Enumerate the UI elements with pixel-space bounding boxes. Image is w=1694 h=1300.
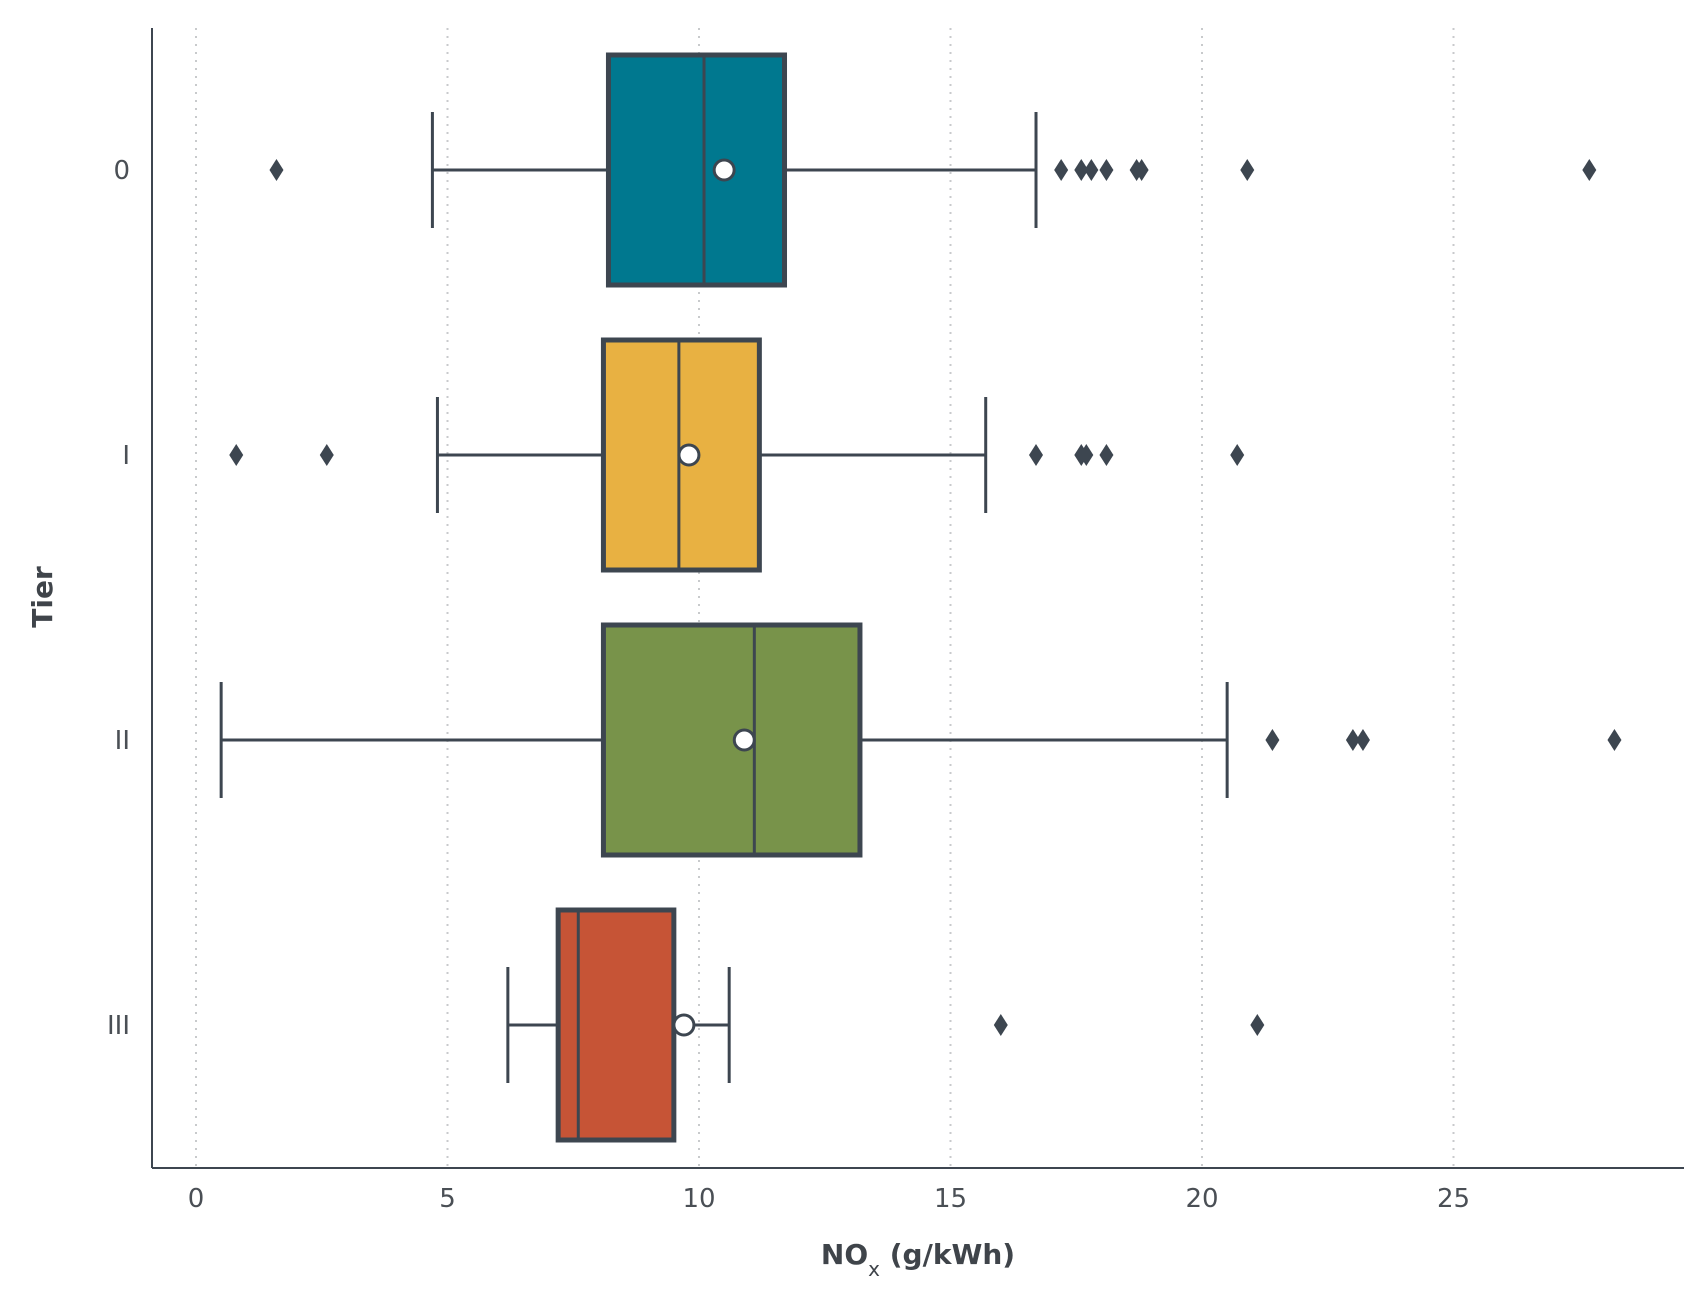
outlier-point: [1265, 729, 1280, 751]
outlier-point: [1355, 729, 1370, 751]
y-tick-label: III: [107, 1011, 130, 1041]
x-tick-label: 5: [439, 1184, 456, 1214]
x-tick-label: 15: [934, 1184, 967, 1214]
axes: [151, 28, 1684, 1169]
outlier-point: [1084, 159, 1099, 181]
outlier-point: [1230, 444, 1245, 466]
x-tick-label: 25: [1437, 1184, 1470, 1214]
y-tick-label: II: [115, 726, 130, 756]
mean-marker: [712, 158, 736, 182]
outlier-point: [1134, 159, 1149, 181]
boxes: [219, 52, 1622, 1143]
outlier-point: [1345, 729, 1360, 751]
outlier-point: [1074, 159, 1089, 181]
x-tick-label: 0: [188, 1184, 205, 1214]
outlier-point: [269, 159, 284, 181]
x-axis-title: NOx (g/kWh): [821, 1238, 1015, 1281]
outlier-point: [1054, 159, 1069, 181]
x-axis-title-main: NO: [821, 1238, 868, 1271]
outlier-point: [229, 444, 244, 466]
x-axis-title-unit: (g/kWh): [880, 1238, 1015, 1271]
outlier-point: [993, 1014, 1008, 1036]
box-group: [506, 907, 1265, 1143]
outlier-point: [319, 444, 334, 466]
outlier-point: [1079, 444, 1094, 466]
mean-marker: [672, 1013, 696, 1037]
outlier-point: [1099, 444, 1114, 466]
gridlines: [195, 28, 1455, 1168]
box-iqr: [605, 52, 788, 288]
box-group: [219, 622, 1622, 858]
y-tick-label: I: [122, 441, 130, 471]
box-iqr: [555, 907, 677, 1143]
x-axis-title-subscript: x: [868, 1257, 880, 1281]
y-tick-label: 0: [113, 156, 130, 186]
box-group: [229, 337, 1245, 573]
x-tick-label: 10: [682, 1184, 715, 1214]
x-tick-label: 20: [1185, 1184, 1218, 1214]
box-group: [269, 52, 1597, 288]
mean-marker: [732, 728, 756, 752]
outlier-point: [1240, 159, 1255, 181]
outlier-point: [1607, 729, 1622, 751]
outlier-point: [1029, 444, 1044, 466]
outlier-point: [1099, 159, 1114, 181]
mean-marker: [677, 443, 701, 467]
box-iqr: [600, 622, 863, 858]
y-axis-title: Tier: [26, 566, 59, 628]
outlier-point: [1250, 1014, 1265, 1036]
outlier-point: [1582, 159, 1597, 181]
